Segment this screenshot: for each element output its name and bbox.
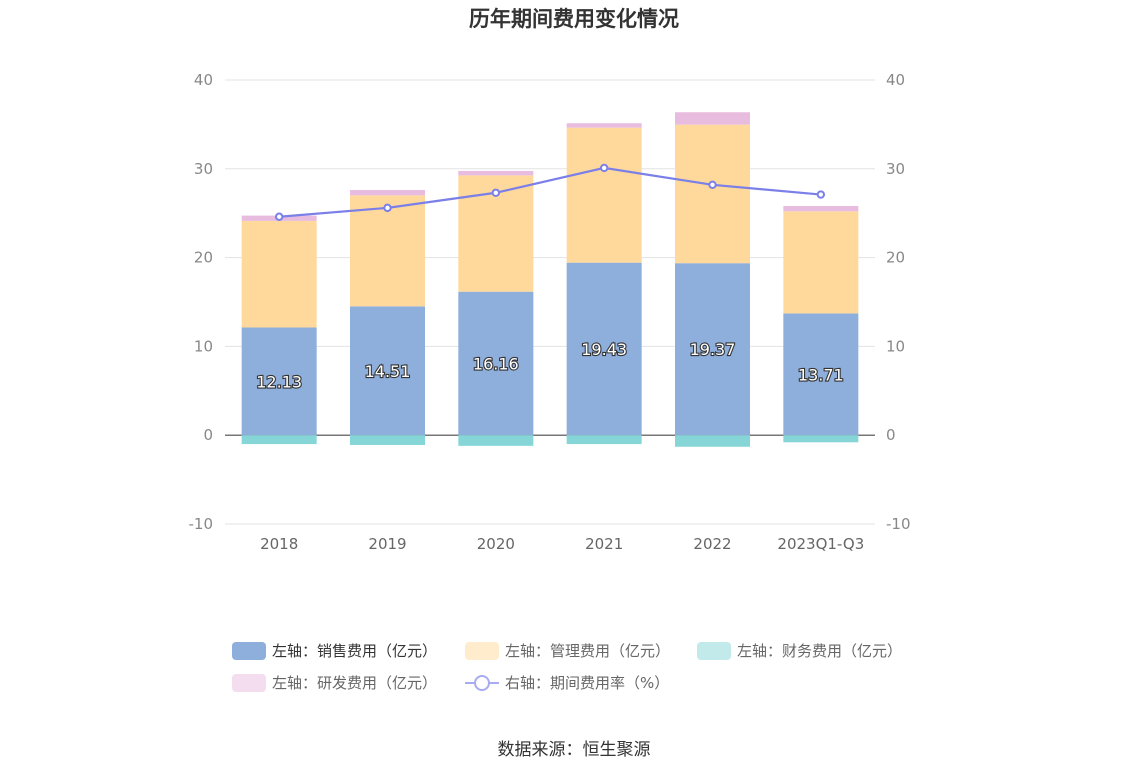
legend-swatch — [465, 642, 499, 660]
bar-segment — [458, 291, 534, 436]
bar-segment — [566, 435, 642, 445]
legend-item[interactable]: 左轴：财务费用（亿元） — [697, 642, 902, 660]
x-axis-ticks: 2018 2019 2020 2021 2022 2023Q1-Q3 — [260, 535, 864, 553]
bar-value-label: 16.16 — [473, 354, 519, 373]
bar-segment — [675, 124, 750, 264]
bar-value-label: 19.37 — [690, 340, 736, 359]
rate-point — [383, 203, 392, 213]
bar-segment — [783, 211, 859, 314]
y-right-tick: 0 — [886, 426, 896, 444]
bar-segment — [566, 123, 642, 128]
legend-label: 左轴：财务费用（亿元） — [737, 642, 902, 660]
legend-swatch — [232, 642, 266, 660]
rate-line-path — [279, 166, 821, 218]
bar-segment — [783, 313, 859, 436]
legend-marker-icon — [474, 675, 490, 691]
bar-labels: 12.13 14.51 16.16 19.43 19.37 13.71 — [255, 339, 845, 393]
bar-segment — [241, 327, 317, 436]
legend-item[interactable]: 左轴：销售费用（亿元） — [232, 642, 437, 660]
legend-label: 左轴：管理费用（亿元） — [505, 642, 670, 660]
legend-item[interactable]: 左轴：管理费用（亿元） — [465, 642, 670, 660]
bar-value-label: 14.51 — [365, 362, 411, 381]
rate-point — [708, 180, 717, 189]
bar-value-label: 13.71 — [798, 365, 844, 384]
legend-label: 左轴：研发费用（亿元） — [272, 674, 437, 692]
legend-swatch — [697, 642, 731, 660]
x-tick-label: 2023Q1-Q3 — [777, 535, 864, 553]
bar-segment — [783, 206, 859, 212]
y-left-tick: 10 — [194, 337, 213, 355]
y-right-tick: 10 — [886, 337, 905, 355]
y-right-tick: 30 — [886, 160, 905, 178]
y-right-tick: 20 — [886, 249, 905, 267]
y-right-tick: 40 — [886, 71, 905, 89]
x-tick-label: 2022 — [693, 535, 731, 553]
rate-point — [816, 190, 826, 199]
legend-item[interactable]: 左轴：研发费用（亿元） — [232, 674, 437, 692]
bar-segment — [350, 435, 425, 445]
y-left-tick: 40 — [194, 71, 213, 89]
x-tick-label: 2021 — [585, 535, 623, 553]
bar-value-label: 12.13 — [256, 372, 302, 391]
bar-value-label: 19.43 — [581, 340, 627, 359]
bar-segment — [458, 435, 534, 446]
bar-segment — [458, 170, 534, 176]
chart-title: 历年期间费用变化情况 — [469, 7, 679, 31]
y-left-tick: 30 — [194, 160, 213, 178]
legend[interactable]: 左轴：销售费用（亿元） 左轴：管理费用（亿元） 左轴：财务费用（亿元） 左轴：研发费用… — [232, 642, 902, 692]
x-tick-label: 2018 — [260, 535, 298, 553]
legend-label: 右轴：期间费用率（%） — [505, 674, 669, 692]
bar-segment — [566, 127, 642, 263]
bar-segment — [241, 435, 317, 445]
rate-line — [274, 163, 826, 221]
y-left-tick: 0 — [203, 426, 213, 444]
legend-swatch — [232, 674, 266, 692]
bar-segment — [350, 190, 425, 196]
bars — [241, 112, 859, 447]
y-right-tick: -10 — [886, 515, 911, 533]
source-text: 数据来源：恒生聚源 — [498, 740, 651, 760]
rate-point — [491, 188, 501, 197]
x-tick-label: 2019 — [368, 535, 406, 553]
bar-segment — [350, 195, 425, 307]
bar-segment — [783, 435, 859, 443]
legend-label: 左轴：销售费用（亿元） — [272, 642, 437, 660]
bar-segment — [566, 262, 642, 436]
bar-segment — [675, 435, 750, 447]
rate-point — [274, 212, 284, 221]
y-left-tick: 20 — [194, 249, 213, 267]
bar-segment — [675, 112, 750, 125]
legend-item[interactable]: 右轴：期间费用率（%） — [465, 674, 669, 692]
grid: 40 40 30 30 20 20 10 10 0 0 -10 -10 — [189, 71, 911, 533]
bar-segment — [241, 220, 317, 328]
bar-segment — [350, 306, 425, 436]
bar-segment — [675, 263, 750, 436]
rate-point — [599, 163, 609, 173]
y-left-tick: -10 — [189, 515, 214, 533]
x-tick-label: 2020 — [477, 535, 515, 553]
